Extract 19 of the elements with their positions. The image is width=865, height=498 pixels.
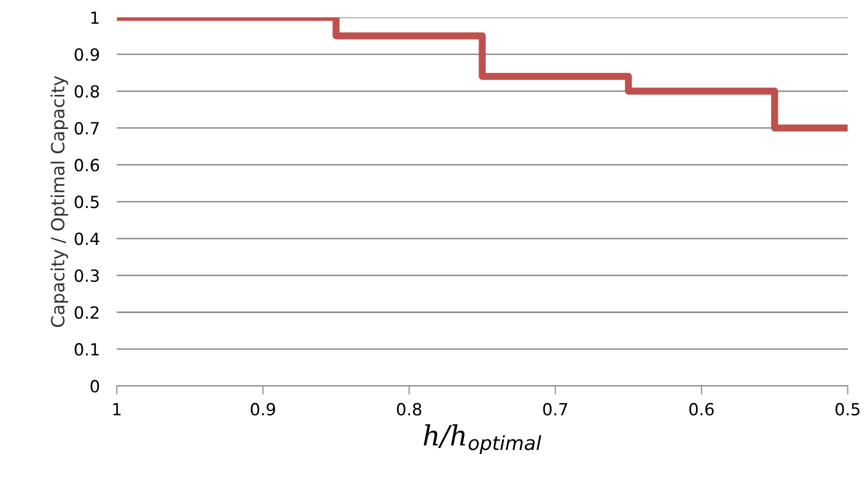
y-tick-label: 1 [91,12,99,24]
y-axis-title: Capacity / Optimal Capacity [50,76,68,327]
y-tick-label: 0.5 [74,196,99,208]
y-tick-label: 0.6 [74,158,100,172]
x-axis-title: h/h$_{optimal}$ [424,424,542,454]
x-tick-label: 0.9 [250,402,276,416]
y-tick-label: 0 [90,380,99,393]
x-tick-label: 0.8 [396,402,422,416]
y-tick-label: 0.7 [74,122,99,135]
y-tick-label: 0.8 [74,85,99,98]
y-tick-label: 0.4 [74,232,100,246]
x-tick-label: 1 [113,403,121,416]
x-tick-label: 0.5 [836,402,860,416]
y-tick-label: 0.9 [74,48,99,61]
y-tick-label: 0.3 [74,269,99,282]
y-tick-label: 0.1 [74,343,99,356]
x-tick-label: 0.6 [689,402,714,416]
x-tick-label: 0.7 [543,402,568,416]
y-tick-label: 0.2 [74,306,98,319]
